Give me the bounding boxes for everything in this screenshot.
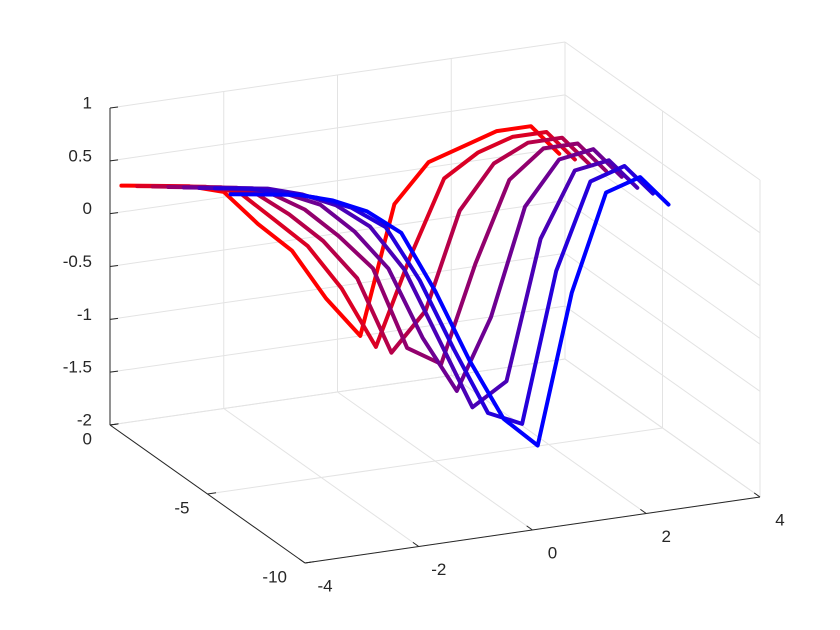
z-tick	[109, 370, 119, 373]
grid-line	[564, 94, 761, 234]
data-line	[150, 135, 593, 355]
grid-line	[109, 358, 566, 426]
x-tick-label: 2	[662, 527, 671, 546]
x-tick-label: -4	[317, 576, 332, 595]
grid-line	[564, 41, 761, 181]
x-tick	[412, 541, 420, 547]
z-tick-label: -2	[77, 410, 92, 429]
y-tick-label: -5	[174, 498, 189, 517]
y-tick-label: 0	[83, 429, 92, 448]
z-tick	[109, 423, 119, 426]
x-tick-label: 0	[548, 543, 557, 562]
z-tick	[109, 317, 119, 320]
z-tick-label: 1	[83, 93, 92, 112]
z-tick	[109, 106, 119, 109]
grid-line	[207, 427, 663, 495]
y-tick	[304, 561, 314, 564]
z-tick-label: -1.5	[63, 358, 92, 377]
z-tick	[109, 159, 119, 162]
z-tick	[109, 212, 119, 215]
y-tick-label: -10	[262, 567, 287, 586]
grid-line	[564, 305, 761, 445]
grid-line	[109, 147, 566, 215]
data-line	[228, 175, 671, 448]
x-tick	[526, 525, 533, 531]
x-tick	[640, 508, 647, 514]
grid-line	[109, 41, 566, 109]
x-tick-label: -2	[431, 560, 446, 579]
z-tick-label: -1	[77, 305, 92, 324]
data-line	[166, 141, 609, 366]
x-tick	[298, 558, 306, 564]
x-tick-label: 4	[775, 510, 784, 529]
grid-line	[564, 252, 761, 392]
grid-line	[564, 147, 761, 287]
grid-line	[109, 94, 566, 162]
z-tick-label: 0	[83, 199, 92, 218]
x-tick	[753, 492, 761, 498]
z-tick-label: -0.5	[63, 252, 92, 271]
z-tick-label: 0.5	[68, 146, 92, 165]
z-tick	[109, 265, 119, 267]
y-tick	[207, 492, 217, 495]
grid-line	[564, 358, 761, 498]
